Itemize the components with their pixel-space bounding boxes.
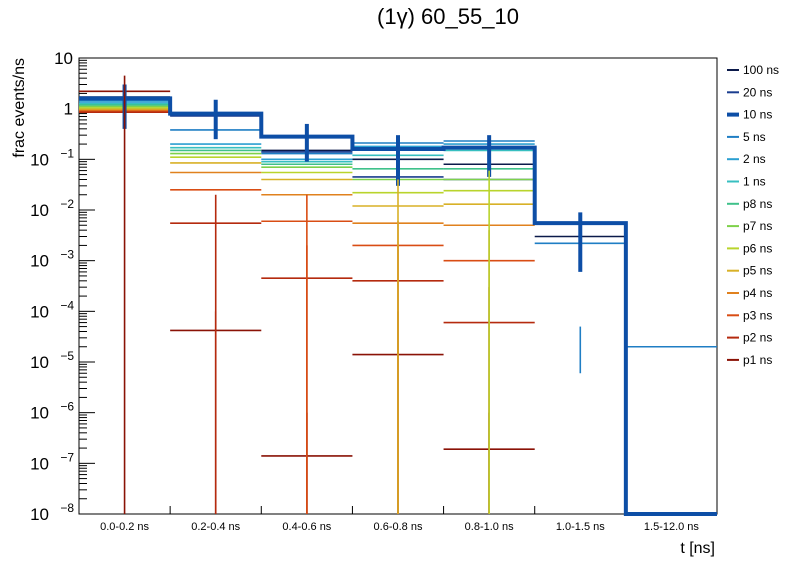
y-tick-label: 10 −4 [30, 298, 74, 321]
chart-title: (1γ) 60_55_10 [377, 4, 519, 29]
y-tick-label: 10 [54, 49, 73, 68]
y-tick-label: 10 −8 [30, 501, 74, 524]
x-axis-label: t [ns] [680, 540, 715, 557]
y-tick-label: 10 −2 [30, 197, 74, 220]
y-tick-label: 10 −1 [30, 146, 74, 169]
y-tick-label: 10 −7 [30, 450, 74, 473]
legend-label: p3 ns [743, 308, 772, 322]
x-tick-label: 0.6-0.8 ns [374, 521, 423, 533]
x-tick-label: 1.5-12.0 ns [644, 521, 700, 533]
legend-label: p8 ns [743, 197, 772, 211]
x-tick-label: 0.4-0.6 ns [282, 521, 331, 533]
x-tick-label: 1.0-1.5 ns [556, 521, 605, 533]
y-axis-label: frac events/ns [11, 58, 28, 158]
legend-label: 1 ns [743, 175, 766, 189]
y-tick-label: 10 −5 [30, 349, 74, 372]
x-tick-label: 0.8-1.0 ns [465, 521, 514, 533]
y-tick-label: 10 −6 [30, 400, 74, 423]
legend-label: 20 ns [743, 85, 772, 99]
legend-label: 5 ns [743, 130, 766, 144]
legend-label: 100 ns [743, 63, 779, 77]
legend-label: p4 ns [743, 286, 772, 300]
legend-label: p5 ns [743, 264, 772, 278]
legend-label: p6 ns [743, 241, 772, 255]
y-tick-label: 1 [64, 100, 73, 119]
legend-label: 2 ns [743, 152, 766, 166]
x-tick-label: 0.2-0.4 ns [191, 521, 240, 533]
legend-label: p2 ns [743, 331, 772, 345]
x-tick-label: 0.0-0.2 ns [100, 521, 149, 533]
legend-label: p7 ns [743, 219, 772, 233]
y-tick-label: 10 −3 [30, 248, 74, 271]
legend-label: p1 ns [743, 353, 772, 367]
legend-label: 10 ns [743, 108, 772, 122]
